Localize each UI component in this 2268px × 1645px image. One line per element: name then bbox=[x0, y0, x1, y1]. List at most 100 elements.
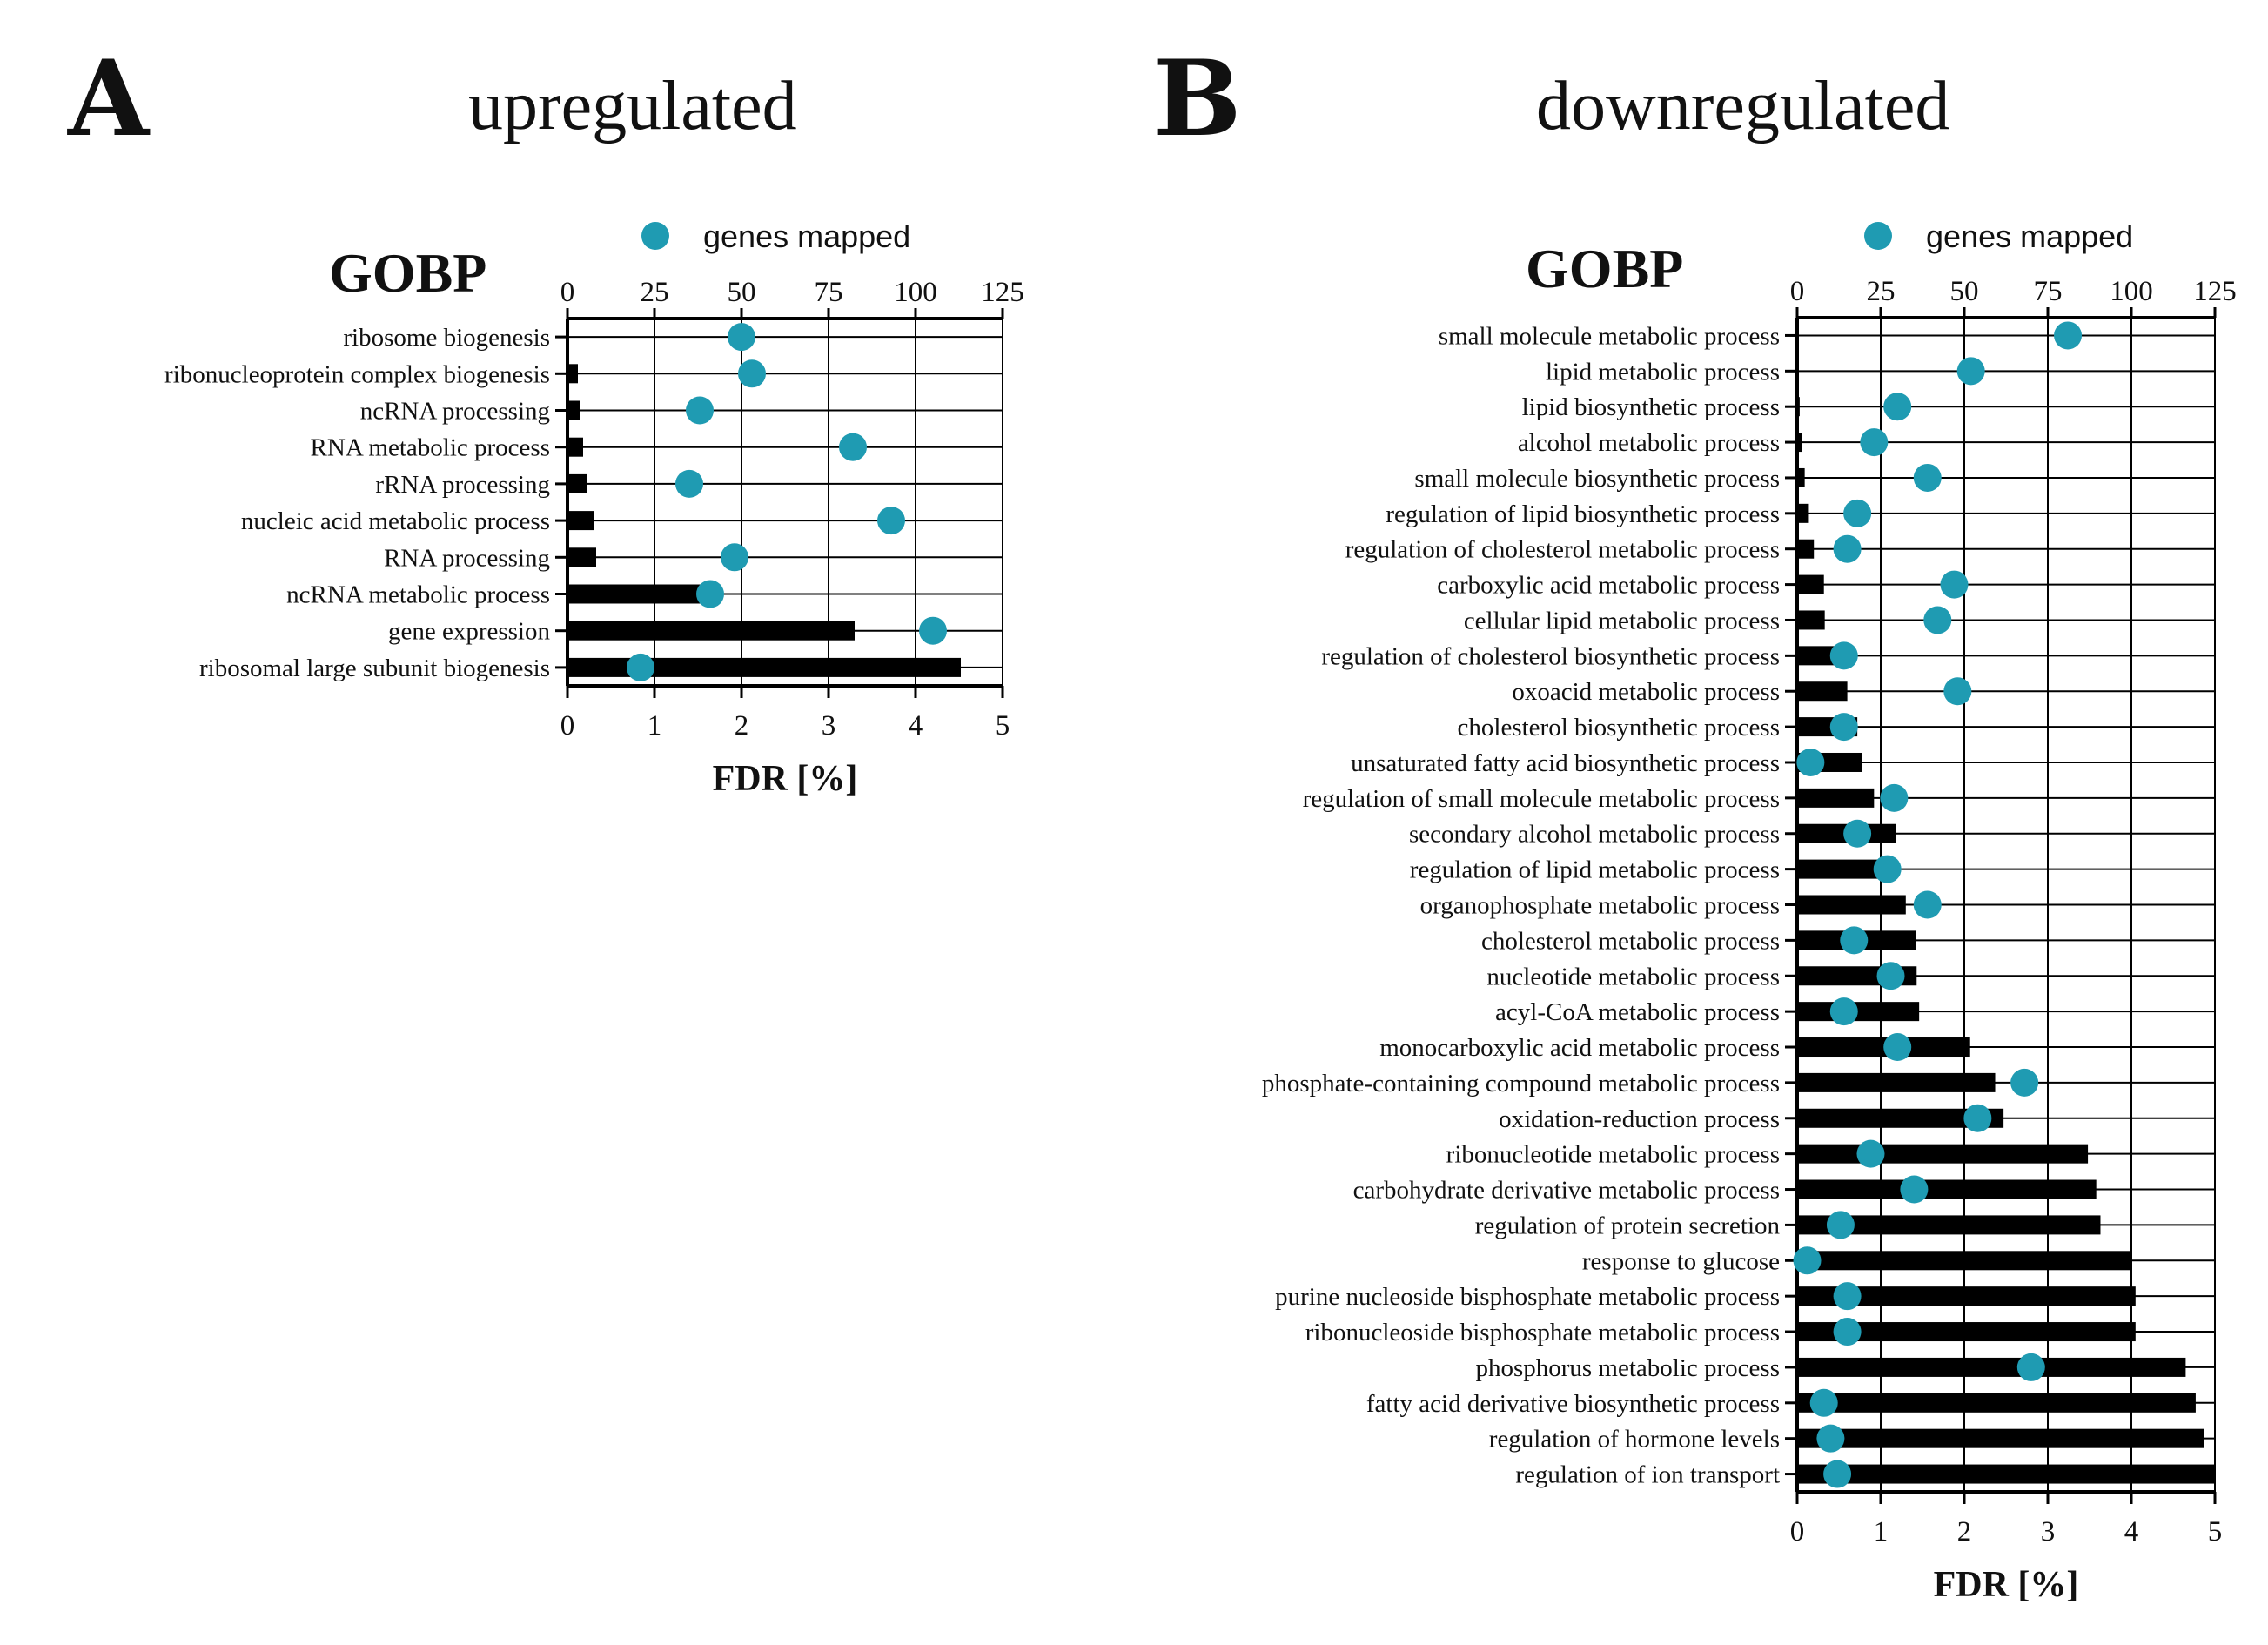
top-axis-tick-label: 100 bbox=[894, 277, 937, 308]
fdr-bar bbox=[1797, 859, 1885, 879]
fdr-bar bbox=[1797, 574, 1824, 594]
category-label: nucleotide metabolic process bbox=[1486, 963, 1780, 990]
fdr-bar bbox=[567, 473, 587, 494]
bottom-axis-tick-label: 5 bbox=[2208, 1516, 2223, 1548]
category-label: phosphate-containing compound metabolic … bbox=[1262, 1070, 1780, 1098]
genes-mapped-dot bbox=[1843, 819, 1872, 848]
genes-mapped-dot bbox=[919, 616, 947, 645]
category-label: lipid biosynthetic process bbox=[1522, 393, 1780, 421]
fdr-bar bbox=[1797, 1393, 2196, 1413]
fdr-bar bbox=[1797, 610, 1825, 630]
top-axis-tick-label: 25 bbox=[641, 277, 669, 308]
genes-mapped-dot bbox=[738, 359, 766, 388]
genes-mapped-dot bbox=[1793, 1246, 1822, 1275]
genes-mapped-dot bbox=[1829, 641, 1858, 670]
fdr-bar bbox=[1797, 1428, 2204, 1448]
genes-mapped-dot bbox=[2016, 1353, 2045, 1381]
category-label: response to glucose bbox=[1582, 1247, 1780, 1275]
category-label: ncRNA processing bbox=[360, 398, 550, 426]
genes-mapped-dot bbox=[1963, 1104, 1992, 1132]
category-label: oxoacid metabolic process bbox=[1512, 678, 1780, 706]
top-axis-tick-label: 0 bbox=[1790, 276, 1805, 307]
category-label: monocarboxylic acid metabolic process bbox=[1379, 1034, 1780, 1062]
category-label: secondary alcohol metabolic process bbox=[1409, 821, 1780, 849]
genes-mapped-dot bbox=[1823, 1460, 1852, 1488]
top-axis-tick-label: 125 bbox=[981, 277, 1024, 308]
bottom-axis-tick-label: 4 bbox=[909, 710, 923, 742]
genes-mapped-dot bbox=[1829, 713, 1858, 742]
fdr-bar bbox=[1797, 1286, 2136, 1306]
bottom-axis-tick-label: 1 bbox=[1874, 1516, 1889, 1548]
genes-mapped-dot bbox=[1796, 748, 1825, 776]
top-axis-tick-label: 25 bbox=[1867, 276, 1896, 307]
genes-mapped-dot bbox=[1826, 1211, 1855, 1239]
fdr-bar bbox=[1797, 1072, 1996, 1092]
category-label: carbohydrate derivative metabolic proces… bbox=[1353, 1177, 1780, 1205]
gobp-heading-b: GOBP bbox=[1526, 238, 1683, 299]
category-label: alcohol metabolic process bbox=[1518, 429, 1780, 457]
category-label: regulation of lipid biosynthetic process bbox=[1386, 500, 1780, 528]
legend-marker-icon-a bbox=[641, 222, 669, 250]
fdr-bar bbox=[567, 584, 702, 604]
genes-mapped-dot bbox=[2010, 1068, 2039, 1097]
legend-label-a: genes mapped bbox=[703, 218, 910, 254]
plot-b: small molecule metabolic process lipid me… bbox=[1262, 276, 2237, 1605]
category-label: ribosome biogenesis bbox=[343, 324, 550, 352]
panel-title-b: downregulated bbox=[1536, 68, 1949, 144]
fdr-bar bbox=[567, 437, 583, 457]
category-label: organophosphate metabolic process bbox=[1420, 892, 1780, 920]
bottom-axis-tick-label: 2 bbox=[735, 710, 749, 742]
genes-mapped-dot bbox=[1843, 499, 1872, 527]
category-label: nucleic acid metabolic process bbox=[241, 507, 550, 535]
genes-mapped-dot bbox=[1833, 1318, 1862, 1346]
category-label: oxidation-reduction process bbox=[1499, 1105, 1780, 1133]
genes-mapped-dot bbox=[1880, 783, 1909, 812]
category-label: ribonucleotide metabolic process bbox=[1446, 1141, 1780, 1169]
fdr-bar bbox=[567, 621, 855, 641]
genes-mapped-dot bbox=[1809, 1388, 1838, 1417]
top-axis-tick-label: 50 bbox=[728, 277, 756, 308]
genes-mapped-dot bbox=[1883, 393, 1912, 421]
top-axis-tick-label: 125 bbox=[2193, 276, 2237, 307]
category-label: regulation of small molecule metabolic p… bbox=[1303, 785, 1780, 813]
category-label: cellular lipid metabolic process bbox=[1464, 607, 1780, 634]
category-label: phosphorus metabolic process bbox=[1475, 1354, 1780, 1382]
plot-a: ribosome biogenesis ribonucleoprotein com… bbox=[164, 277, 1024, 799]
top-axis-tick-label: 75 bbox=[815, 277, 843, 308]
category-label: acyl-CoA metabolic process bbox=[1495, 998, 1780, 1026]
bottom-axis-tick-label: 1 bbox=[648, 710, 662, 742]
fdr-bar bbox=[1797, 1215, 2101, 1235]
top-axis-tick-label: 100 bbox=[2110, 276, 2153, 307]
legend-label-b: genes mapped bbox=[1926, 218, 2133, 254]
category-label: regulation of cholesterol metabolic proc… bbox=[1345, 536, 1780, 564]
gobp-heading-a: GOBP bbox=[329, 242, 486, 304]
top-axis-tick-label: 50 bbox=[1950, 276, 1979, 307]
category-label: ncRNA metabolic process bbox=[286, 581, 550, 609]
genes-mapped-dot bbox=[2054, 321, 2083, 350]
fdr-bar bbox=[567, 511, 594, 531]
fdr-bar bbox=[1797, 1144, 2089, 1164]
genes-mapped-dot bbox=[728, 323, 755, 352]
category-label: ribonucleoside bisphosphate metabolic pr… bbox=[1305, 1319, 1780, 1346]
bottom-axis-tick-label: 0 bbox=[560, 710, 575, 742]
fdr-bar bbox=[1797, 503, 1809, 523]
category-label: carboxylic acid metabolic process bbox=[1437, 572, 1780, 600]
legend-marker-icon-b bbox=[1864, 222, 1892, 250]
category-label: ribosomal large subunit biogenesis bbox=[199, 655, 550, 682]
fdr-bar bbox=[1797, 1108, 2004, 1128]
category-label: regulation of hormone levels bbox=[1489, 1426, 1780, 1454]
category-label: cholesterol metabolic process bbox=[1481, 927, 1780, 955]
genes-mapped-dot bbox=[1833, 1282, 1862, 1311]
genes-mapped-dot bbox=[1833, 534, 1862, 563]
genes-mapped-dot bbox=[1940, 570, 1969, 599]
panel-label-a: A bbox=[67, 37, 151, 160]
category-label: ribonucleoprotein complex biogenesis bbox=[164, 360, 550, 388]
genes-mapped-dot bbox=[1876, 962, 1905, 990]
bottom-axis-tick-label: 2 bbox=[1957, 1516, 1972, 1548]
genes-mapped-dot bbox=[839, 433, 867, 461]
genes-mapped-dot bbox=[877, 507, 905, 535]
category-label: regulation of protein secretion bbox=[1475, 1212, 1781, 1239]
genes-mapped-dot bbox=[1860, 428, 1889, 457]
category-label: lipid metabolic process bbox=[1546, 358, 1780, 386]
